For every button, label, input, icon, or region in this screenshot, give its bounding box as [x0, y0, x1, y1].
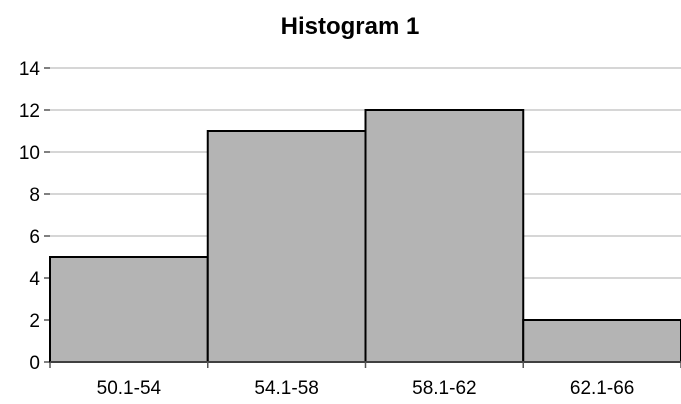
- x-tick-label: 50.1-54: [97, 378, 162, 399]
- y-tick-label: 2: [29, 311, 40, 332]
- x-tick-label: 58.1-62: [412, 378, 476, 399]
- y-tick-label: 6: [29, 227, 40, 248]
- y-tick-label: 8: [29, 185, 40, 206]
- bar-50.1-54: [49, 256, 209, 363]
- y-axis-ticks: 0 2 4 6 8 10 12 14: [19, 59, 50, 374]
- x-tick-label: 62.1-66: [570, 378, 634, 399]
- x-axis-ticks: 50.1-54 54.1-58 58.1-62 62.1-66: [49, 362, 681, 399]
- y-tick-label: 12: [19, 101, 40, 122]
- chart-title: Histogram 1: [281, 13, 420, 40]
- y-tick-label: 4: [29, 269, 40, 290]
- y-tick-label: 10: [19, 143, 40, 164]
- bar-54.1-58: [206, 130, 367, 363]
- y-tick-label: 0: [29, 353, 40, 374]
- y-tick-label: 14: [19, 59, 41, 80]
- bar-58.1-62: [364, 109, 525, 363]
- bars: [49, 109, 681, 363]
- x-tick-label: 54.1-58: [254, 378, 318, 399]
- bar-62.1-66: [522, 319, 681, 363]
